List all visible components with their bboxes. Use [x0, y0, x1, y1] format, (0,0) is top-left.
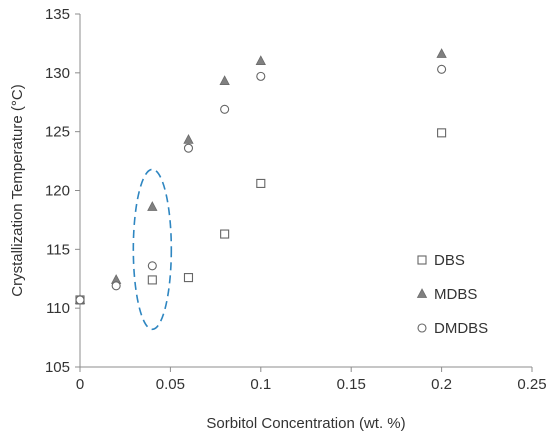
x-tick-label: 0.15 [337, 376, 366, 393]
data-point-dmdbs [437, 64, 447, 74]
data-point-dbs [437, 128, 447, 138]
data-point-dmdbs [147, 261, 157, 271]
y-axis-title: Crystallization Temperature (°C) [9, 84, 26, 296]
data-point-dmdbs [220, 104, 230, 114]
x-tick-label: 0.2 [431, 376, 452, 393]
y-tick-label: 130 [45, 65, 70, 82]
data-point-mdbs [255, 55, 266, 65]
legend-item-dmdbs: DMDBS [417, 320, 488, 337]
y-tick-label: 115 [46, 241, 70, 258]
data-point-mdbs [183, 134, 194, 144]
axes: 105 110 115 120 125 130 135 0 0.05 0.1 0.15 0.2 0.25 [45, 6, 547, 393]
x-tick-label: 0.1 [250, 376, 271, 393]
legend-marker-dmdbs [417, 323, 427, 333]
data-point-dmdbs [183, 143, 194, 153]
data-point-dmdbs [111, 281, 121, 291]
data-point-dbs [220, 229, 230, 239]
highlight-ellipse [132, 168, 173, 331]
legend: DBS MDBS DMDBS [416, 252, 488, 337]
legend-marker-mdbs [416, 288, 428, 298]
y-tick-label: 110 [46, 300, 70, 317]
y-tick-label: 120 [45, 183, 70, 200]
data-point-dbs [256, 178, 266, 188]
y-tick-label: 135 [45, 6, 70, 23]
x-tick-label: 0 [76, 376, 84, 393]
legend-marker-dbs [417, 255, 427, 265]
y-tick-label: 125 [45, 124, 70, 141]
series-dbs [75, 128, 447, 305]
legend-item-dbs: DBS [417, 252, 465, 269]
legend-label: DMDBS [434, 320, 488, 337]
x-axis-title: Sorbitol Concentration (wt. %) [206, 415, 405, 432]
y-tick-label: 105 [45, 359, 70, 376]
series-dmdbs [75, 64, 447, 305]
data-point-dbs [183, 273, 194, 283]
data-point-dmdbs [75, 295, 85, 305]
data-point-mdbs [219, 75, 230, 85]
data-points [74, 48, 447, 305]
legend-label: DBS [434, 252, 465, 269]
annotation-layer [132, 168, 173, 331]
data-point-dbs [147, 275, 157, 285]
legend-label: MDBS [434, 286, 477, 303]
data-point-mdbs [147, 201, 158, 211]
series-mdbs [74, 48, 447, 304]
x-tick-label: 0.25 [517, 376, 546, 393]
data-point-dmdbs [256, 71, 266, 81]
legend-item-mdbs: MDBS [416, 286, 477, 303]
x-tick-label: 0.05 [156, 376, 185, 393]
data-point-mdbs [436, 48, 447, 58]
